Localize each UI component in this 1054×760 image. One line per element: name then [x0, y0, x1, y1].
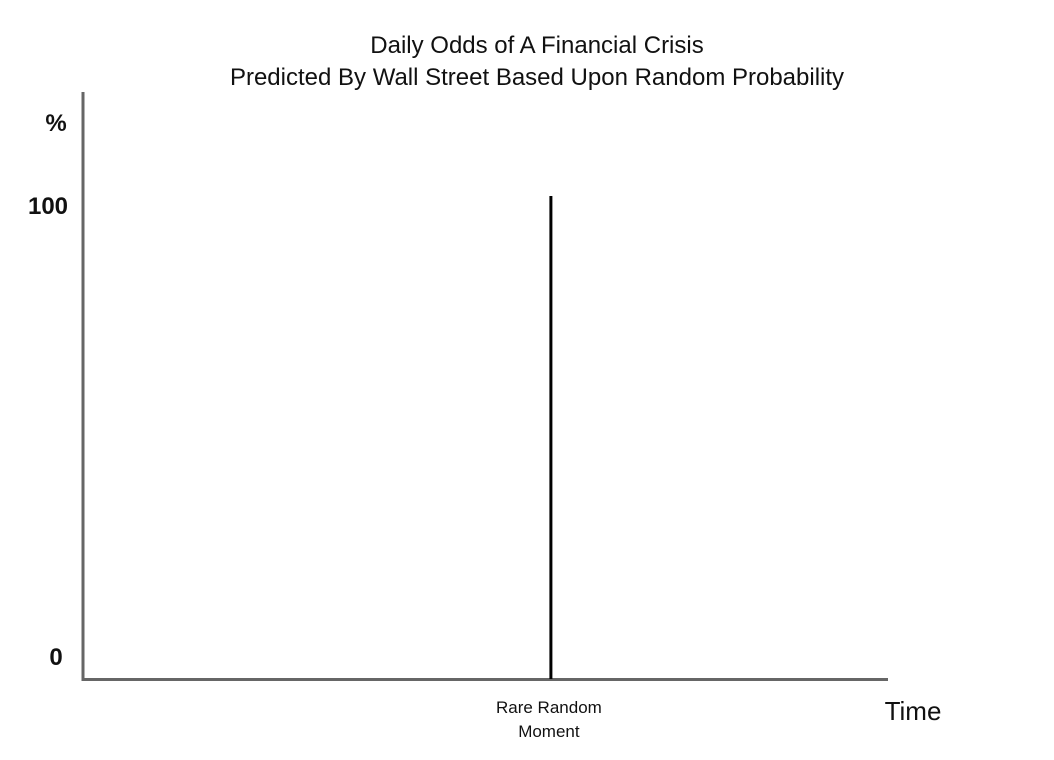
chart-title-line-2: Predicted By Wall Street Based Upon Rand… [230, 64, 844, 91]
y-axis-unit-label: % [45, 110, 66, 137]
x-axis-label: Time [885, 696, 942, 726]
spike-annotation-line-1: Rare Random [496, 698, 602, 717]
y-tick-label-100: 100 [28, 193, 68, 220]
y-tick-label-0: 0 [49, 644, 62, 671]
spike-marks: Rare Random Moment [496, 196, 602, 741]
chart-title-line-1: Daily Odds of A Financial Crisis [370, 32, 703, 59]
y-tick-labels: 100 0 [28, 193, 68, 671]
spike-annotation-line-2: Moment [518, 722, 580, 741]
